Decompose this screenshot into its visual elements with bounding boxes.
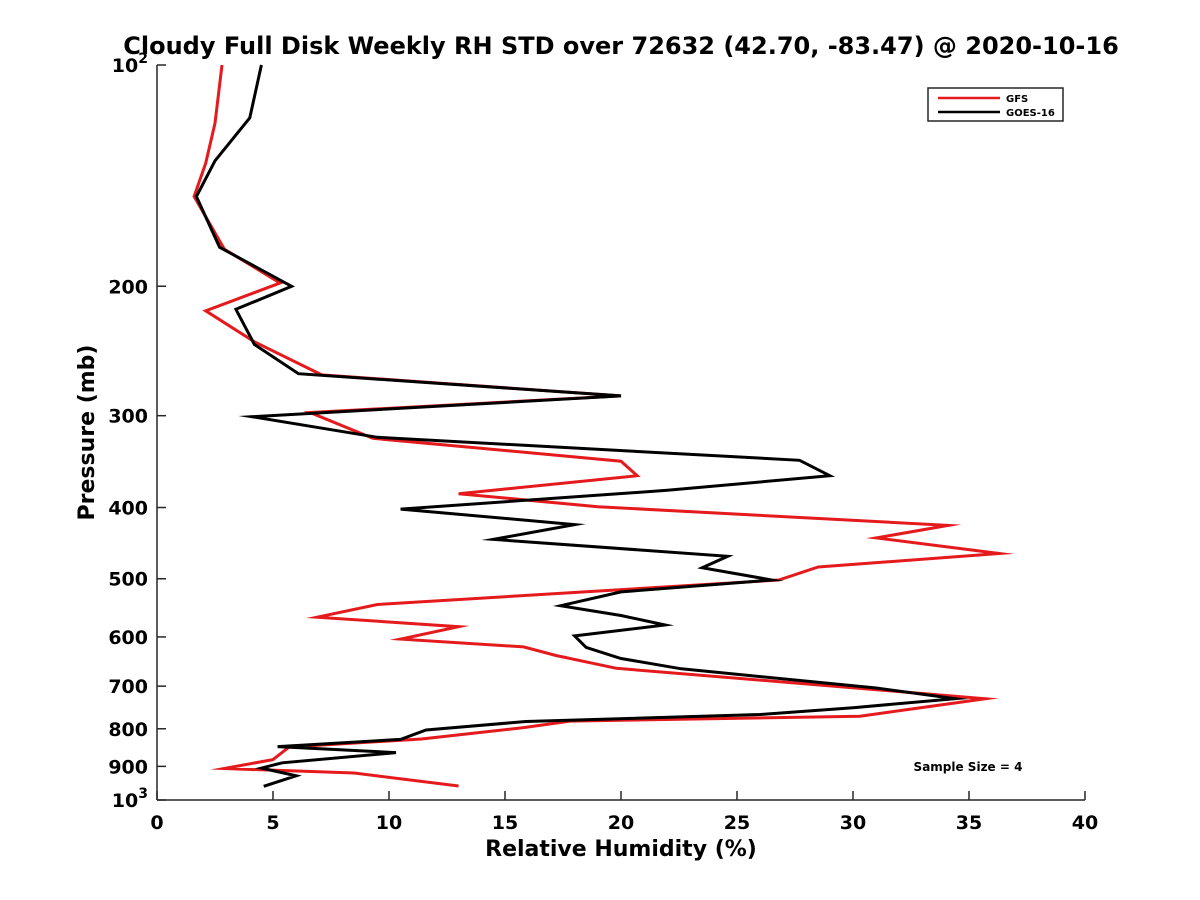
y-tick-label-base: 10 (112, 55, 138, 77)
sample-size-annotation: Sample Size = 4 (914, 760, 1023, 774)
y-tick-label: 102 (112, 51, 148, 77)
y-tick-label-exponent: 3 (138, 786, 148, 802)
y-tick-label: 200 (108, 276, 148, 298)
x-tick-label: 10 (376, 812, 402, 834)
legend: GFS GOES-16 (927, 87, 1064, 122)
legend-label: GOES-16 (1006, 108, 1055, 119)
x-tick-label: 0 (150, 812, 163, 834)
y-tick-label: 400 (108, 498, 148, 520)
x-ticks: 0 5 10 15 20 25 30 35 40 (150, 791, 1098, 834)
legend-box (927, 87, 1064, 122)
x-tick-label: 15 (492, 812, 518, 834)
legend-label: GFS (1006, 94, 1028, 105)
y-axis-label: Pressure (mb) (75, 345, 100, 521)
y-tick-label-exponent: 2 (138, 51, 148, 67)
x-tick-label: 30 (840, 812, 866, 834)
y-tick-label: 600 (108, 627, 148, 649)
series-line-goes-16 (194, 64, 969, 788)
series-layer (192, 64, 1015, 788)
x-tick-label: 35 (956, 812, 982, 834)
chart-title: Cloudy Full Disk Weekly RH STD over 7263… (123, 32, 1119, 60)
x-tick-label: 25 (724, 812, 750, 834)
y-tick-label: 500 (108, 569, 148, 591)
y-tick-label: 103 (112, 786, 148, 812)
x-tick-label: 40 (1072, 812, 1098, 834)
y-tick-label: 800 (108, 719, 148, 741)
series-line-gfs (192, 64, 1015, 788)
y-tick-label: 900 (108, 756, 148, 778)
y-tick-label: 700 (108, 676, 148, 698)
x-tick-label: 20 (608, 812, 634, 834)
y-tick-label-base: 10 (112, 790, 138, 812)
x-axis-label: Relative Humidity (%) (485, 837, 757, 862)
y-tick-label: 300 (108, 406, 148, 428)
x-tick-label: 5 (266, 812, 279, 834)
